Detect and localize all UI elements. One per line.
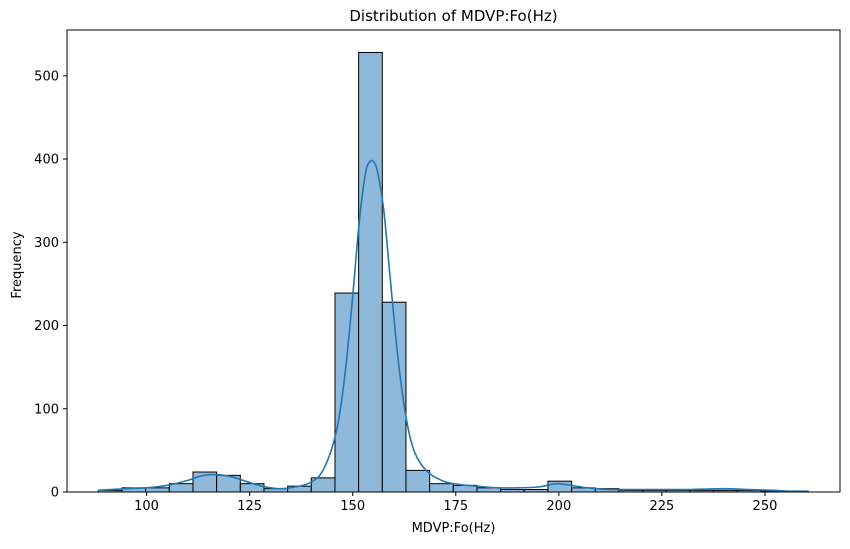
histogram-bar [547, 480, 573, 493]
histogram-bar [358, 51, 383, 493]
histogram-bar [239, 483, 265, 493]
x-tick-label: 125 [237, 499, 262, 514]
axes [66, 29, 841, 493]
y-tick-label: 400 [34, 153, 59, 168]
y-tick-label: 100 [34, 402, 59, 417]
x-axis-label: MDVP:Fo(Hz) [412, 521, 496, 536]
y-tick-label: 300 [34, 236, 59, 251]
y-axis-ticks: 0 100 200 300 400 500 [34, 69, 67, 501]
plot-frame [66, 29, 841, 493]
x-tick-label: 200 [546, 499, 571, 514]
x-tick-label: 150 [340, 499, 365, 514]
x-tick-label: 175 [443, 499, 468, 514]
kde-curve [98, 159, 808, 493]
histogram-bar [334, 292, 360, 493]
y-axis-label: Frequency [10, 231, 25, 298]
x-tick-label: 225 [649, 499, 674, 514]
x-tick-label: 100 [134, 499, 159, 514]
histogram-bars [97, 51, 809, 493]
x-axis-ticks: 100 125 150 175 200 225 250 [134, 492, 777, 514]
y-tick-label: 0 [51, 486, 59, 501]
chart-title: Distribution of MDVP:Fo(Hz) [349, 7, 557, 25]
y-tick-label: 500 [34, 69, 59, 84]
histogram-bar [405, 469, 431, 493]
histogram-bar [145, 487, 170, 493]
histogram-bar [429, 483, 454, 493]
y-tick-label: 200 [34, 319, 59, 334]
x-tick-label: 250 [753, 499, 778, 514]
